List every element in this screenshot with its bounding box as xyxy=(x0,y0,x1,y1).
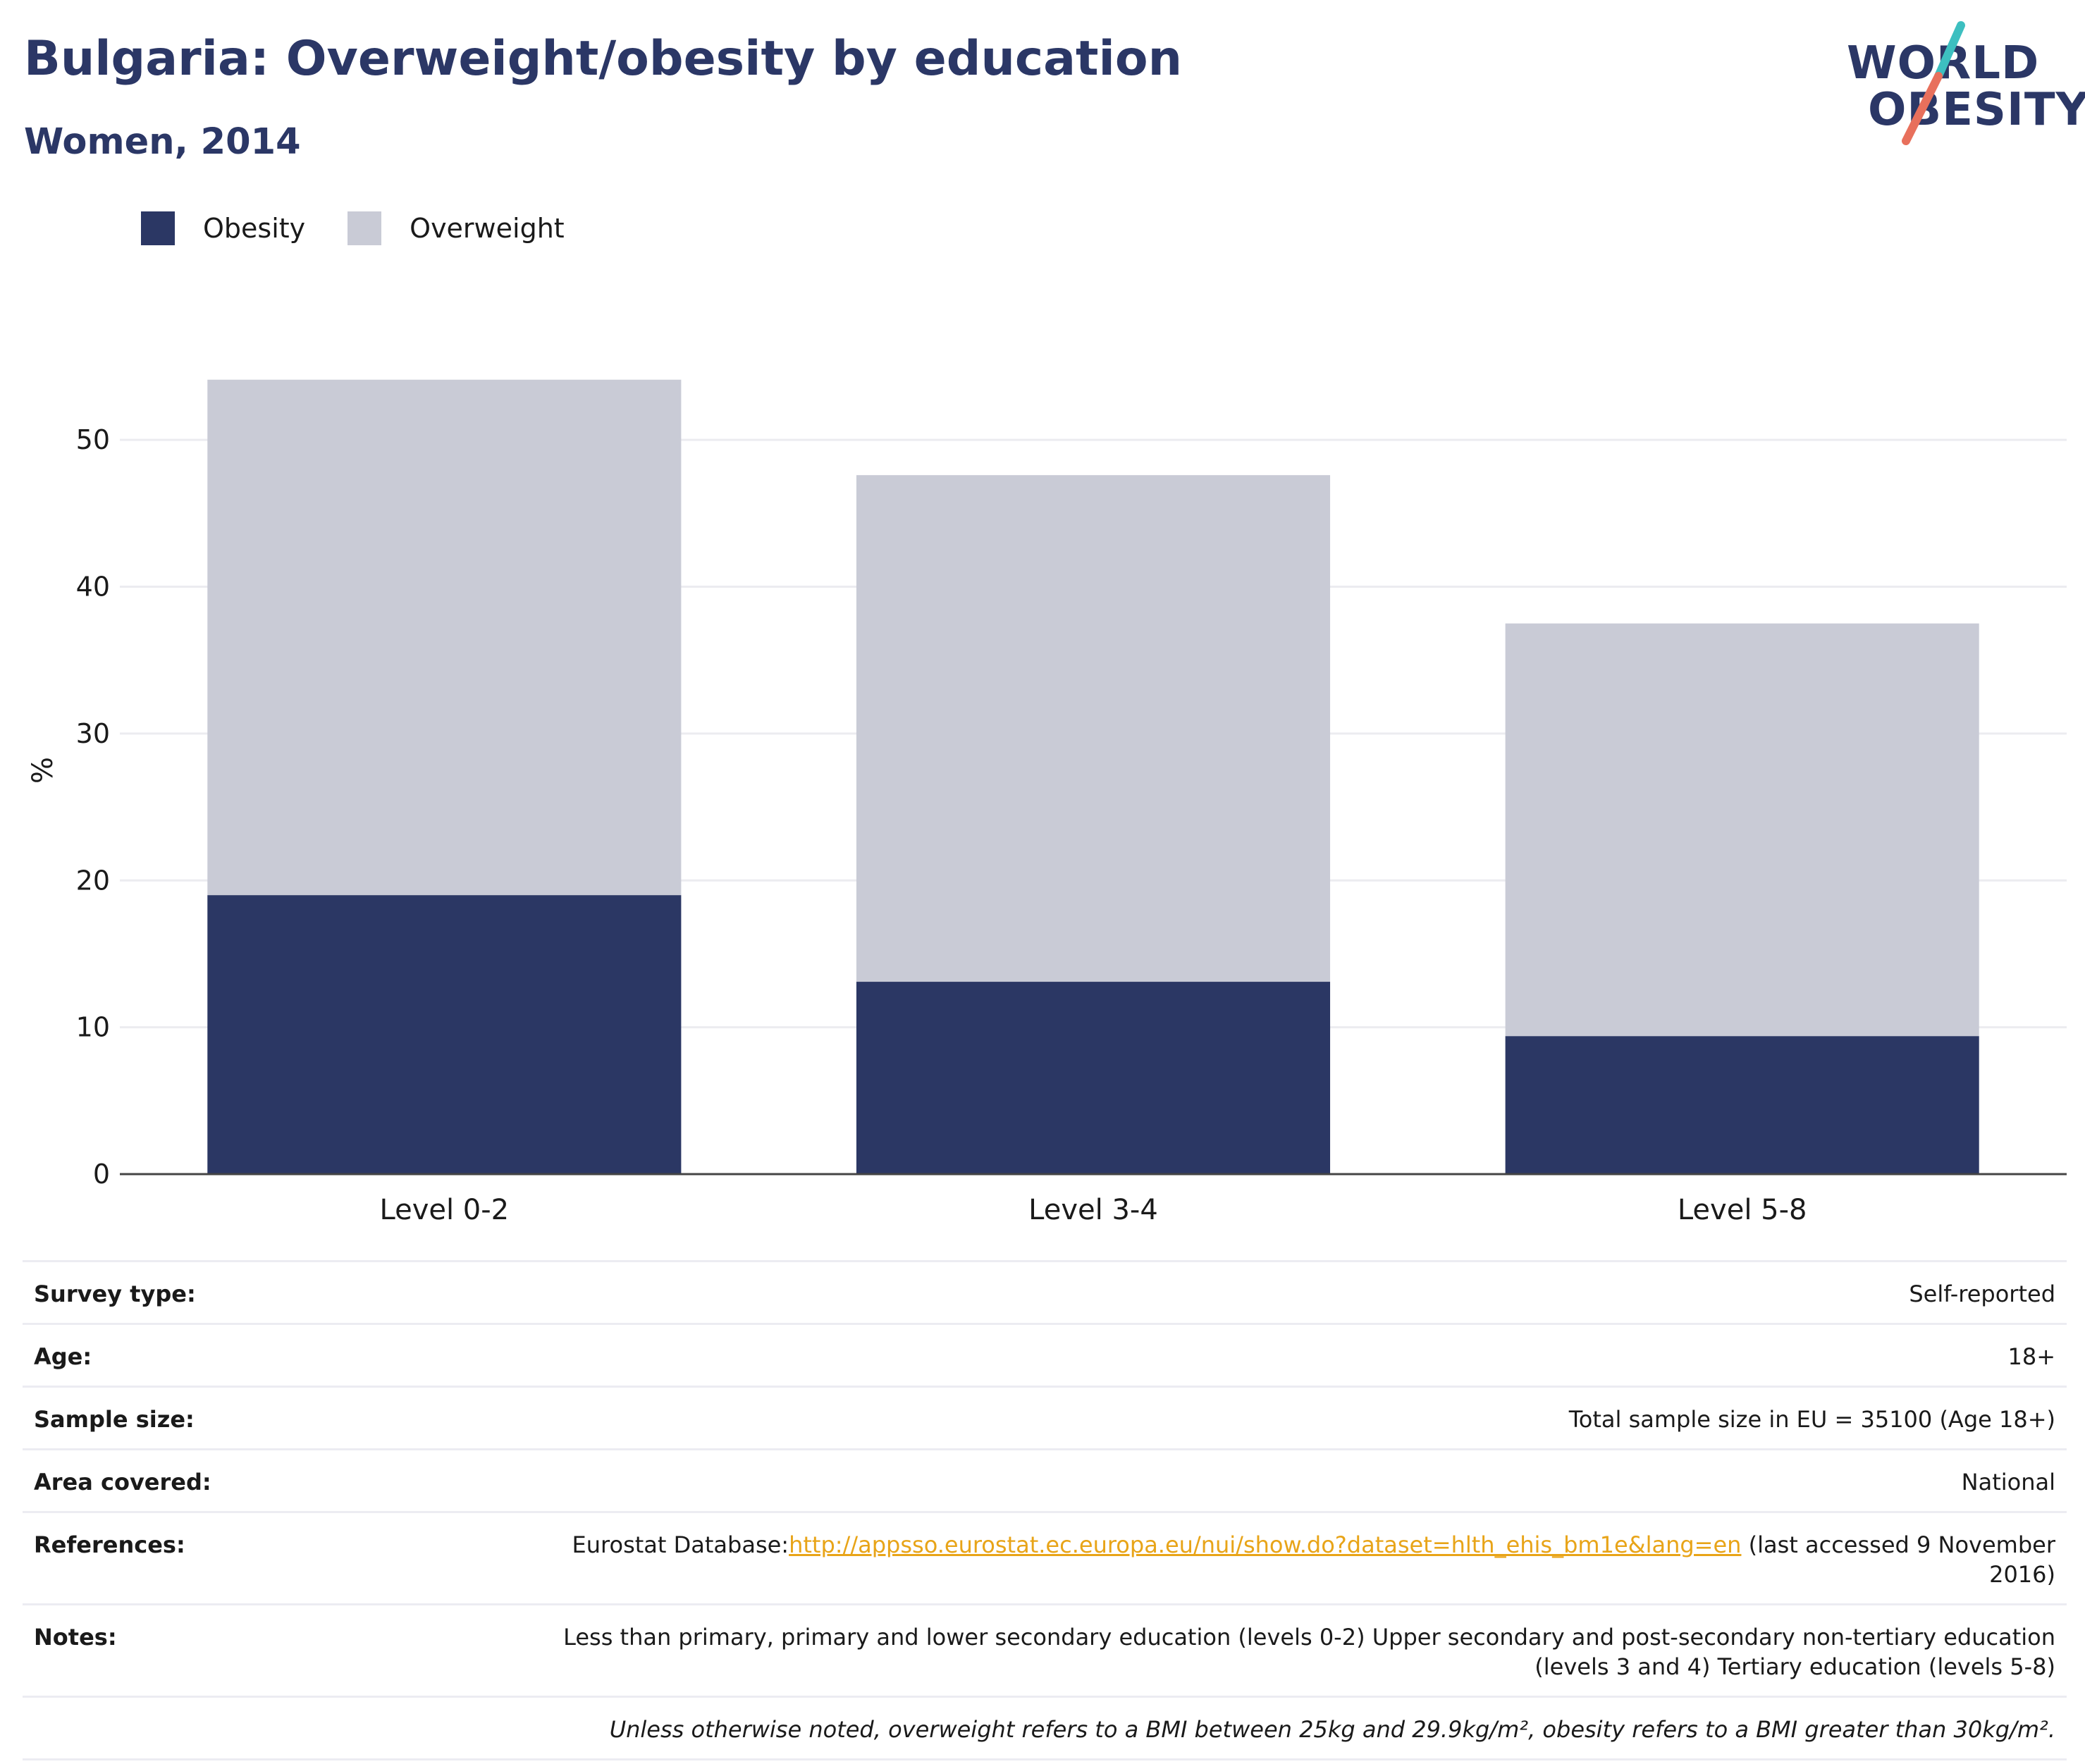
y-tick-label: 20 xyxy=(76,865,110,896)
legend-item-obesity[interactable]: Obesity xyxy=(141,211,305,245)
chart-legend: Obesity Overweight xyxy=(141,211,607,245)
y-tick-label: 30 xyxy=(76,718,110,749)
info-row-sample-size: Sample size: Total sample size in EU = 3… xyxy=(23,1388,2067,1450)
info-value: Eurostat Database:http://appsso.eurostat… xyxy=(540,1530,2055,1589)
bar-overweight xyxy=(856,475,1331,982)
reference-prefix: Eurostat Database: xyxy=(572,1531,789,1558)
info-value: 18+ xyxy=(2007,1343,2055,1370)
y-tick-label: 50 xyxy=(76,424,110,455)
bar-obesity xyxy=(1505,1036,1979,1174)
x-tick-label: Level 3-4 xyxy=(1028,1194,1158,1226)
info-label: References: xyxy=(34,1531,185,1558)
y-tick-label: 40 xyxy=(76,572,110,603)
info-row-survey-type: Survey type: Self-reported xyxy=(23,1262,2067,1325)
x-tick-label: Level 0-2 xyxy=(380,1194,510,1226)
legend-swatch-overweight xyxy=(348,211,382,245)
reference-suffix: (last accessed 9 November 2016) xyxy=(1741,1531,2055,1588)
logo-slash-icon xyxy=(1902,21,1965,145)
bar-overweight xyxy=(1505,623,1979,1037)
legend-label-overweight: Overweight xyxy=(410,213,565,244)
info-value: National xyxy=(1961,1469,2055,1495)
y-axis-label: % xyxy=(27,757,59,784)
bar-obesity xyxy=(207,895,682,1174)
bar-overweight xyxy=(207,379,682,896)
y-tick-label: 10 xyxy=(76,1012,110,1043)
y-tick-label: 0 xyxy=(93,1159,110,1190)
bar-obesity xyxy=(856,982,1331,1174)
legend-swatch-obesity xyxy=(141,211,175,245)
info-row-age: Age: 18+ xyxy=(23,1325,2067,1388)
logo-line-2: OBESITY xyxy=(1868,84,2085,136)
chart-title: Bulgaria: Overweight/obesity by educatio… xyxy=(24,31,1182,87)
chart-subtitle: Women, 2014 xyxy=(24,121,301,163)
info-label: Survey type: xyxy=(34,1281,196,1307)
info-footnote: Unless otherwise noted, overweight refer… xyxy=(23,1698,2067,1760)
info-label: Sample size: xyxy=(34,1406,195,1433)
footnote-text: Unless otherwise noted, overweight refer… xyxy=(609,1716,2055,1743)
info-label: Area covered: xyxy=(34,1469,211,1495)
world-obesity-logo: WORLD OBESITY xyxy=(1833,20,2085,147)
info-row-notes: Notes: Less than primary, primary and lo… xyxy=(23,1605,2067,1698)
info-label: Age: xyxy=(34,1343,92,1370)
x-tick-label: Level 5-8 xyxy=(1678,1194,1807,1226)
info-table: Survey type: Self-reported Age: 18+ Samp… xyxy=(23,1260,2067,1760)
info-value: Self-reported xyxy=(1909,1281,2055,1307)
info-label: Notes: xyxy=(34,1624,117,1651)
bar-chart: 0 10 20 30 40 50% Level 0-2 Level 3-4 Level 5-8 xyxy=(27,379,2067,1226)
info-row-references: References: Eurostat Database:http://app… xyxy=(23,1513,2067,1605)
info-value: Total sample size in EU = 35100 (Age 18+… xyxy=(1568,1406,2055,1433)
legend-label-obesity: Obesity xyxy=(203,213,306,244)
info-row-area: Area covered: National xyxy=(23,1450,2067,1513)
info-value: Less than primary, primary and lower sec… xyxy=(563,1624,2055,1680)
legend-item-overweight[interactable]: Overweight xyxy=(348,211,565,245)
reference-link[interactable]: http://appsso.eurostat.ec.europa.eu/nui/… xyxy=(789,1531,1742,1558)
